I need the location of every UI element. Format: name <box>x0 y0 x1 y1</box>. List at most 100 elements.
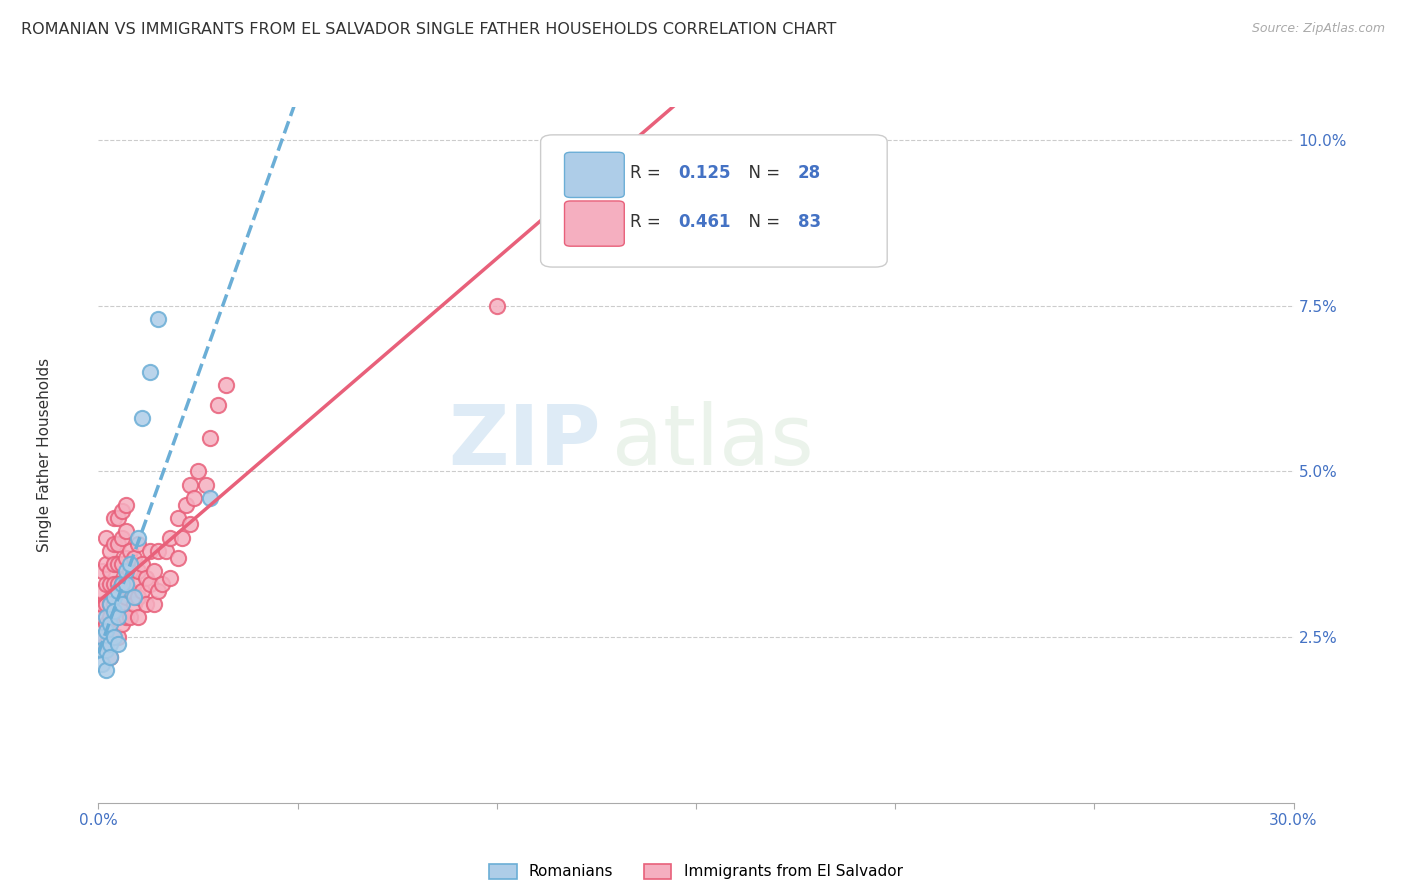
Point <box>103 558 125 572</box>
Point <box>107 630 129 644</box>
Point <box>100 630 122 644</box>
Point <box>143 564 166 578</box>
Point <box>96 558 118 572</box>
Point <box>103 511 125 525</box>
Point <box>96 610 118 624</box>
Point <box>183 491 205 505</box>
Point <box>127 531 149 545</box>
Text: R =: R = <box>630 213 666 231</box>
Point <box>107 597 129 611</box>
Text: Source: ZipAtlas.com: Source: ZipAtlas.com <box>1251 22 1385 36</box>
Point <box>100 597 122 611</box>
Point <box>148 312 170 326</box>
Legend: Romanians, Immigrants from El Salvador: Romanians, Immigrants from El Salvador <box>484 857 908 886</box>
Point <box>91 564 114 578</box>
Point <box>107 511 129 525</box>
Point <box>96 577 118 591</box>
Point <box>100 637 122 651</box>
Point <box>120 558 142 572</box>
Point <box>96 616 118 631</box>
Point <box>100 610 122 624</box>
Point <box>135 597 157 611</box>
Point <box>139 577 162 591</box>
Point <box>100 650 122 665</box>
Point <box>115 550 138 565</box>
Point <box>96 663 118 677</box>
Point <box>111 531 134 545</box>
Point <box>120 583 142 598</box>
Point <box>91 630 114 644</box>
Point <box>172 531 194 545</box>
Text: 28: 28 <box>797 164 821 182</box>
Point <box>148 583 170 598</box>
Point <box>124 550 146 565</box>
Point <box>195 477 218 491</box>
Point <box>139 365 162 379</box>
Point <box>107 558 129 572</box>
Point <box>127 610 149 624</box>
Point <box>91 610 114 624</box>
Point <box>115 564 138 578</box>
Point <box>115 570 138 584</box>
Text: 0.125: 0.125 <box>678 164 731 182</box>
Point <box>96 531 118 545</box>
Point <box>198 491 221 505</box>
Point <box>115 524 138 538</box>
Point <box>127 537 149 551</box>
Text: ZIP: ZIP <box>449 401 600 482</box>
Point <box>131 583 153 598</box>
Point <box>103 577 125 591</box>
FancyBboxPatch shape <box>540 135 887 267</box>
Point <box>100 544 122 558</box>
Point <box>91 630 114 644</box>
Point <box>100 597 122 611</box>
Text: N =: N = <box>738 164 785 182</box>
Point <box>143 597 166 611</box>
Point <box>91 643 114 657</box>
Point <box>100 650 122 665</box>
Point <box>111 504 134 518</box>
Point <box>207 398 229 412</box>
Text: Single Father Households: Single Father Households <box>37 358 52 552</box>
Point <box>115 610 138 624</box>
Text: R =: R = <box>630 164 666 182</box>
Point <box>107 577 129 591</box>
Point <box>127 591 149 605</box>
Point <box>167 511 190 525</box>
Point <box>107 537 129 551</box>
Point <box>187 465 209 479</box>
Text: N =: N = <box>738 213 785 231</box>
Point <box>198 431 221 445</box>
Point <box>103 537 125 551</box>
Point <box>103 610 125 624</box>
Point <box>124 591 146 605</box>
Point <box>96 637 118 651</box>
Point <box>179 477 201 491</box>
Text: 83: 83 <box>797 213 821 231</box>
Point <box>103 604 125 618</box>
Point <box>167 550 190 565</box>
Point <box>565 199 588 213</box>
Point <box>174 498 197 512</box>
Point <box>107 610 129 624</box>
Point <box>103 630 125 644</box>
Point <box>96 624 118 638</box>
Point <box>91 597 114 611</box>
Point <box>107 610 129 624</box>
Point <box>111 597 134 611</box>
Point <box>124 597 146 611</box>
Point <box>103 630 125 644</box>
Point <box>115 577 138 591</box>
Point <box>111 577 134 591</box>
Point <box>159 570 181 584</box>
Text: 0.461: 0.461 <box>678 213 731 231</box>
Point <box>215 378 238 392</box>
Point <box>111 616 134 631</box>
Point <box>107 637 129 651</box>
Point <box>155 544 177 558</box>
Point <box>96 597 118 611</box>
Point <box>148 544 170 558</box>
Point <box>91 583 114 598</box>
Point <box>100 564 122 578</box>
FancyBboxPatch shape <box>565 153 624 197</box>
